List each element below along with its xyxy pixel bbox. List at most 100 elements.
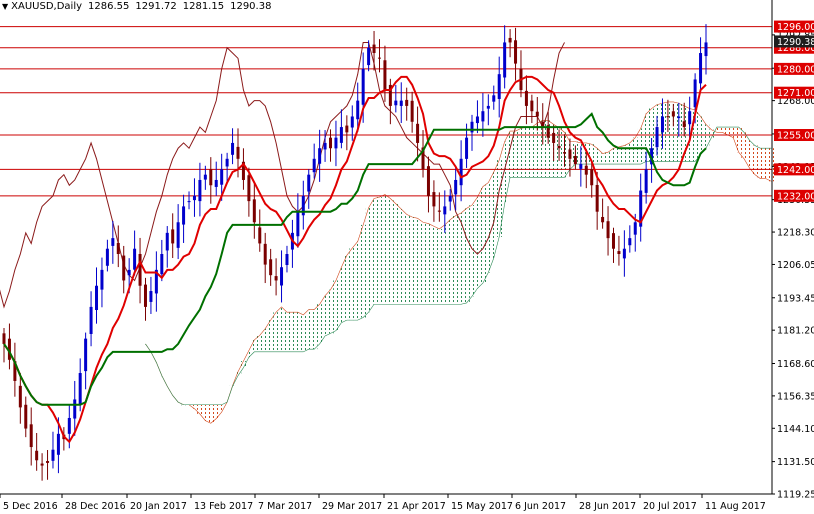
dropdown-triangle-icon[interactable]: ▼ bbox=[2, 2, 9, 11]
kumo-segment bbox=[208, 404, 215, 424]
kumo-segment bbox=[469, 205, 476, 297]
kumo-segment bbox=[518, 128, 525, 178]
candle bbox=[29, 407, 33, 466]
candle bbox=[508, 29, 512, 58]
candle bbox=[334, 120, 338, 167]
candle bbox=[116, 225, 120, 268]
candle bbox=[660, 98, 664, 149]
candle-body bbox=[214, 179, 218, 187]
kumo-segment bbox=[594, 148, 601, 165]
candle-body bbox=[416, 123, 420, 143]
candle bbox=[394, 84, 398, 113]
kumo-segment bbox=[529, 127, 536, 178]
kumo-segment bbox=[197, 404, 204, 415]
candle bbox=[617, 235, 621, 266]
kumo-segment bbox=[267, 320, 274, 352]
candle bbox=[89, 291, 93, 347]
candle bbox=[568, 138, 572, 177]
candle-body bbox=[644, 169, 648, 193]
candle-body bbox=[160, 254, 164, 275]
kumo-segment bbox=[480, 186, 487, 284]
candle-body bbox=[677, 116, 681, 119]
candle-body bbox=[143, 284, 147, 307]
kumo-segment bbox=[284, 312, 291, 352]
candle-body bbox=[486, 105, 490, 109]
candle bbox=[557, 129, 561, 161]
candle-body bbox=[187, 201, 191, 203]
chart-header: ▼ XAUUSD,Daily 1286.55 1291.72 1281.15 1290.3… bbox=[2, 1, 277, 12]
kumo-segment bbox=[735, 127, 742, 153]
candle bbox=[704, 24, 708, 75]
candle-body bbox=[584, 165, 588, 175]
candle-body bbox=[329, 137, 333, 149]
candle bbox=[13, 342, 17, 397]
candle bbox=[165, 226, 169, 268]
candle-body bbox=[699, 53, 703, 84]
x-tick-label: 5 Dec 2016 bbox=[3, 501, 58, 512]
kumo-segment bbox=[376, 197, 383, 305]
candle-body bbox=[465, 137, 469, 159]
kumo-segment bbox=[621, 145, 628, 165]
kumo-segment bbox=[349, 248, 356, 321]
kumo-segment bbox=[300, 314, 307, 352]
kumo-segment bbox=[409, 216, 416, 305]
candle bbox=[247, 167, 251, 217]
candle-body bbox=[655, 127, 659, 148]
kumo-segment bbox=[501, 141, 508, 204]
candle-body bbox=[345, 125, 349, 133]
candle bbox=[203, 165, 207, 190]
candle-body bbox=[628, 238, 632, 246]
kumo-segment bbox=[540, 120, 546, 178]
candle-body bbox=[350, 116, 354, 128]
candle bbox=[307, 169, 311, 209]
kumo-segment bbox=[697, 116, 704, 155]
level-label: 1288.00 bbox=[777, 43, 814, 54]
x-tick-label: 15 May 2017 bbox=[451, 501, 513, 512]
candle-body bbox=[176, 222, 180, 248]
kumo-segment bbox=[741, 132, 748, 159]
level-label-bg bbox=[774, 20, 814, 33]
candle-body bbox=[231, 142, 235, 155]
candle bbox=[372, 30, 376, 71]
level-label-bg bbox=[774, 129, 814, 142]
level-label-bg bbox=[774, 163, 814, 176]
candle-body bbox=[552, 132, 556, 143]
y-tick-label: 1218.30 bbox=[777, 228, 814, 239]
level-label: 1271.00 bbox=[777, 88, 814, 99]
candle-body bbox=[133, 248, 137, 270]
candle-body bbox=[568, 149, 572, 159]
kumo-segment bbox=[627, 142, 634, 165]
last-price-label-bg bbox=[774, 35, 814, 48]
kumo-segment bbox=[708, 129, 715, 138]
candle bbox=[448, 189, 452, 211]
candle bbox=[84, 332, 88, 390]
candle bbox=[541, 103, 545, 145]
kumo-segment bbox=[589, 144, 595, 165]
candle bbox=[595, 171, 599, 230]
candle bbox=[459, 140, 463, 202]
candle bbox=[339, 109, 343, 149]
candle bbox=[182, 194, 186, 243]
candle-body bbox=[535, 111, 539, 117]
ichimoku-cloud bbox=[142, 101, 775, 424]
kumo-segment bbox=[295, 312, 302, 352]
candle bbox=[497, 56, 501, 118]
candle bbox=[552, 125, 556, 161]
kumo-segment bbox=[692, 109, 699, 162]
chikou-span bbox=[0, 41, 565, 309]
senkou-span-b bbox=[145, 126, 772, 406]
candle-body bbox=[7, 338, 11, 360]
candle-body bbox=[269, 259, 273, 276]
kumo-segment bbox=[599, 153, 606, 165]
candle-body bbox=[18, 385, 22, 408]
candle-body bbox=[481, 111, 485, 122]
candle-body bbox=[323, 142, 327, 150]
candle bbox=[285, 245, 289, 273]
candle-body bbox=[111, 238, 115, 246]
candle-body bbox=[688, 111, 692, 125]
y-tick-label: 1193.45 bbox=[777, 293, 814, 304]
candle bbox=[416, 106, 420, 162]
candle-body bbox=[573, 155, 577, 165]
